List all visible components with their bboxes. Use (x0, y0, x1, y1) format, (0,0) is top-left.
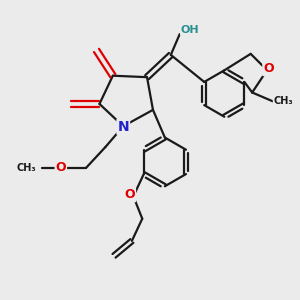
Text: CH₃: CH₃ (17, 163, 37, 173)
Text: OH: OH (181, 25, 200, 34)
Text: N: N (117, 120, 129, 134)
Text: CH₃: CH₃ (274, 96, 293, 106)
Text: O: O (124, 188, 135, 201)
Text: O: O (56, 161, 66, 174)
Text: O: O (263, 62, 274, 75)
